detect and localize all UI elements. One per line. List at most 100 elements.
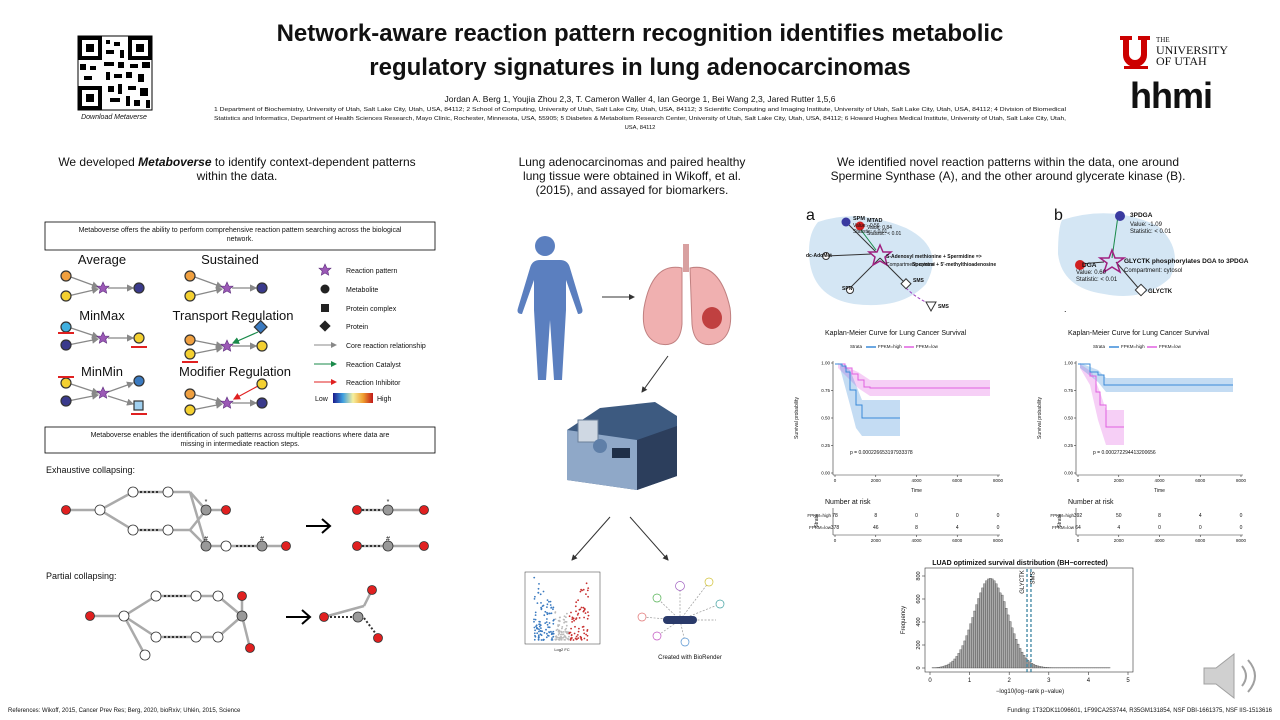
volcano-dot bbox=[554, 638, 557, 641]
volcano-dot bbox=[552, 635, 555, 638]
volcano-dot bbox=[576, 634, 579, 636]
volcano-dot bbox=[571, 621, 573, 623]
network-label: . bbox=[1064, 304, 1067, 314]
volcano-dot bbox=[534, 595, 536, 598]
volcano-dot bbox=[570, 611, 572, 614]
km-legend-label: FPKM=high bbox=[1121, 344, 1145, 349]
x-tick-label: 8000 bbox=[1236, 538, 1247, 543]
axis-label: Strata bbox=[1057, 514, 1063, 528]
volcano-dot bbox=[562, 633, 565, 636]
volcano-dot bbox=[583, 632, 586, 635]
volcano-dot bbox=[557, 633, 560, 636]
histogram-bar bbox=[949, 662, 952, 669]
volcano-dot bbox=[548, 622, 551, 624]
volcano-dot bbox=[542, 639, 545, 641]
network-label: Compartment: cytosol bbox=[1124, 268, 1182, 274]
volcano-dot bbox=[546, 603, 549, 606]
references: References: Wikoff, 2015, Cancer Prev Re… bbox=[8, 708, 241, 714]
volcano-dot bbox=[548, 612, 550, 615]
affiliation: 1 Department of Biochemistry, University… bbox=[214, 107, 1066, 113]
histogram-bar bbox=[1042, 666, 1045, 669]
x-tick-label: 3 bbox=[1047, 678, 1051, 684]
histogram-bar bbox=[953, 658, 956, 669]
risk-count: 392 bbox=[1074, 513, 1083, 519]
histogram-bar bbox=[1007, 614, 1010, 669]
volcano-dot bbox=[568, 631, 571, 634]
logo-text: THE bbox=[1156, 36, 1170, 44]
intro-part: We developed bbox=[58, 155, 138, 169]
volcano-dot bbox=[579, 635, 582, 638]
exhaustive-dots bbox=[140, 491, 382, 547]
histogram-bar bbox=[1018, 648, 1022, 669]
y-tick-label: 0.00 bbox=[821, 471, 830, 476]
histogram-bar bbox=[959, 649, 962, 669]
network-label: Statistic: < 0.01 bbox=[1130, 229, 1172, 235]
volcano-dot bbox=[547, 634, 549, 637]
km-legend-title: Strata bbox=[1093, 344, 1106, 349]
volcano-dot bbox=[539, 593, 542, 596]
volcano-dot bbox=[545, 628, 547, 631]
volcano-dot bbox=[577, 637, 580, 639]
network-label: Value: -1.09 bbox=[1130, 222, 1163, 228]
histogram-bar bbox=[947, 663, 950, 669]
network-label: Statistic: < 0.01 bbox=[853, 229, 888, 235]
plot-frame bbox=[924, 567, 1134, 673]
volcano-dot bbox=[545, 621, 548, 623]
risk-strata: FPKM=high bbox=[1050, 513, 1074, 518]
audio-icon[interactable] bbox=[1203, 652, 1256, 700]
risk-strata: FPKM=low bbox=[1052, 525, 1075, 530]
volcano-dot bbox=[547, 626, 550, 629]
volcano-dot bbox=[550, 630, 552, 633]
axis-label: Time bbox=[1154, 488, 1165, 494]
confidence-band bbox=[840, 364, 900, 436]
volcano-dot bbox=[583, 607, 586, 610]
volcano-dot bbox=[554, 635, 557, 638]
risk-count: 0 bbox=[1240, 525, 1243, 531]
risk-count: 50 bbox=[1116, 513, 1122, 519]
volcano-dot bbox=[543, 631, 546, 634]
volcano-dot bbox=[543, 614, 546, 617]
histogram-bar bbox=[1036, 665, 1040, 669]
volcano-dot bbox=[571, 637, 573, 639]
axis-label: Strata bbox=[814, 514, 820, 528]
histogram-bar bbox=[935, 667, 939, 669]
arrow bbox=[629, 516, 669, 561]
histogram-bar bbox=[997, 587, 1000, 669]
histogram-bar bbox=[945, 664, 948, 669]
node-mark: * bbox=[387, 499, 390, 506]
volcano-dot bbox=[546, 611, 548, 614]
section-label: Partial collapsing: bbox=[46, 571, 117, 581]
arrow bbox=[571, 516, 611, 561]
volcano-dot bbox=[585, 633, 587, 636]
volcano-dot bbox=[554, 611, 557, 614]
y-tick-label: 1.00 bbox=[1064, 361, 1073, 366]
volcano-dot bbox=[534, 618, 537, 621]
volcano-dot bbox=[536, 627, 538, 630]
volcano-dot bbox=[568, 615, 571, 618]
axis-label: Survival probability bbox=[1037, 397, 1043, 439]
legend-label: Reaction Inhibitor bbox=[346, 380, 401, 387]
histogram-bar bbox=[1044, 667, 1047, 669]
volcano-dot bbox=[575, 610, 577, 613]
volcano-dot bbox=[546, 613, 549, 616]
title: regulatory signatures in lung adenocarci… bbox=[369, 54, 910, 81]
pattern-label: Sustained bbox=[201, 252, 259, 267]
volcano-dot bbox=[550, 612, 553, 615]
volcano-dot bbox=[581, 626, 584, 628]
logo-text: UNIVERSITY bbox=[1156, 43, 1228, 57]
volcano-dot bbox=[538, 620, 541, 623]
x-tick-label: 6000 bbox=[952, 538, 963, 543]
volcano-dot bbox=[537, 591, 540, 594]
volcano-dot bbox=[552, 606, 555, 609]
volcano-dot bbox=[562, 631, 565, 633]
volcano-dot bbox=[566, 612, 568, 615]
x-tick-label: 4000 bbox=[1154, 478, 1165, 483]
volcano-dot bbox=[565, 627, 567, 630]
funding: Funding: 1T32DK11096601, 1F99CA253744, R… bbox=[1007, 708, 1272, 714]
box-text: network. bbox=[227, 236, 254, 243]
legend-label: Protein bbox=[346, 324, 368, 331]
volcano-dot bbox=[582, 606, 585, 609]
km-legend-label: FPKM=low bbox=[1159, 344, 1182, 349]
volcano-dot bbox=[546, 599, 549, 601]
volcano-dot bbox=[551, 639, 554, 641]
